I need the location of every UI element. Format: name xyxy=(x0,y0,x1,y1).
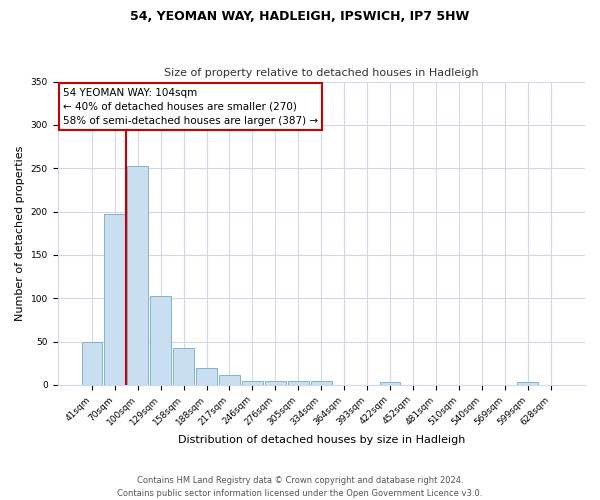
Bar xyxy=(380,382,400,385)
Bar xyxy=(219,376,240,385)
Bar xyxy=(311,382,332,385)
Bar xyxy=(127,166,148,385)
Bar xyxy=(82,342,102,385)
Bar xyxy=(151,296,171,385)
Title: Size of property relative to detached houses in Hadleigh: Size of property relative to detached ho… xyxy=(164,68,479,78)
Bar xyxy=(173,348,194,385)
Bar xyxy=(288,382,308,385)
X-axis label: Distribution of detached houses by size in Hadleigh: Distribution of detached houses by size … xyxy=(178,435,465,445)
Text: 54, YEOMAN WAY, HADLEIGH, IPSWICH, IP7 5HW: 54, YEOMAN WAY, HADLEIGH, IPSWICH, IP7 5… xyxy=(130,10,470,23)
Bar xyxy=(242,382,263,385)
Bar xyxy=(196,368,217,385)
Y-axis label: Number of detached properties: Number of detached properties xyxy=(15,146,25,321)
Bar xyxy=(265,382,286,385)
Bar xyxy=(517,382,538,385)
Bar xyxy=(104,214,125,385)
Text: 54 YEOMAN WAY: 104sqm
← 40% of detached houses are smaller (270)
58% of semi-det: 54 YEOMAN WAY: 104sqm ← 40% of detached … xyxy=(63,88,318,126)
Text: Contains HM Land Registry data © Crown copyright and database right 2024.
Contai: Contains HM Land Registry data © Crown c… xyxy=(118,476,482,498)
